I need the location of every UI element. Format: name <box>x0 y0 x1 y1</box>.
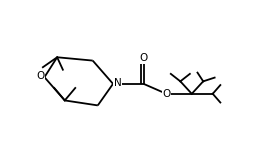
Text: O: O <box>162 89 170 99</box>
Text: N: N <box>114 79 121 88</box>
Text: O: O <box>139 53 148 63</box>
Text: O: O <box>37 71 45 81</box>
